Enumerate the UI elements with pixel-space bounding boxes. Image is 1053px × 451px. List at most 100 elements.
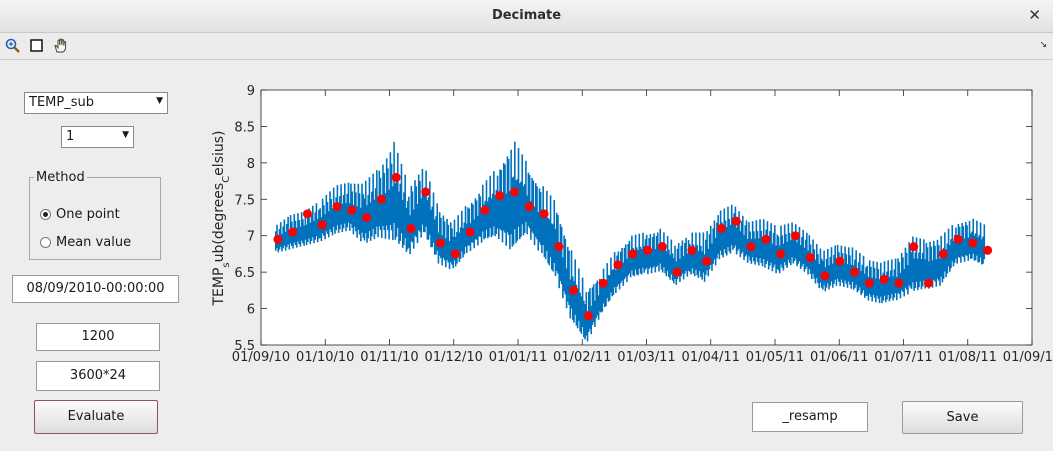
- decimated-point: [450, 249, 460, 259]
- chevron-down-icon: ▼: [156, 96, 163, 106]
- x-tick-label: 01/10/10: [296, 350, 354, 365]
- x-tick-label: 01/04/11: [682, 350, 740, 365]
- decimated-point: [746, 242, 756, 252]
- x-tick-label: 01/09/11: [1003, 350, 1053, 365]
- decimated-point: [776, 249, 786, 259]
- decimated-point: [465, 227, 475, 237]
- decimated-point: [938, 249, 948, 259]
- y-axis-label: TEMPsub(degreesCelsius): [211, 130, 232, 306]
- decimated-point: [672, 267, 682, 277]
- decimated-point: [702, 256, 712, 266]
- decimated-point: [968, 238, 978, 248]
- decimated-point: [436, 238, 446, 248]
- zoom-in-icon[interactable]: [4, 37, 22, 55]
- save-button[interactable]: Save: [902, 401, 1023, 434]
- pan-hand-icon[interactable]: [52, 37, 70, 55]
- y-tick-label: 6.5: [234, 266, 255, 281]
- x-tick-label: 01/08/11: [939, 350, 997, 365]
- y-axis-label-sub2: C: [221, 176, 232, 183]
- decimated-point: [894, 278, 904, 288]
- radio-one-point-label: One point: [56, 207, 120, 222]
- decimated-point: [524, 202, 534, 212]
- decimated-point: [643, 245, 653, 255]
- x-tick-label: 01/03/11: [617, 350, 675, 365]
- evaluate-button[interactable]: Evaluate: [34, 400, 158, 434]
- chevron-down-icon: ▼: [122, 130, 129, 140]
- decimated-point: [953, 234, 963, 244]
- decimated-point: [613, 260, 623, 270]
- y-tick-label: 5.5: [234, 339, 255, 354]
- decimated-point: [347, 205, 357, 215]
- index-select-value: 1: [66, 129, 75, 144]
- decimated-point: [790, 231, 800, 241]
- toolbar: ↘: [0, 33, 1053, 60]
- close-icon[interactable]: ✕: [1028, 6, 1041, 24]
- decimated-point: [406, 223, 416, 233]
- start-date-field[interactable]: 08/09/2010-00:00:00: [12, 275, 179, 303]
- x-tick-label: 01/11/10: [360, 350, 418, 365]
- decimated-point: [909, 242, 919, 252]
- decimated-point: [983, 245, 993, 255]
- x-tick-label: 01/07/11: [874, 350, 932, 365]
- x-tick-label: 01/09/10: [232, 350, 290, 365]
- decimated-point: [391, 172, 401, 182]
- radio-one-point[interactable]: One point: [40, 207, 120, 222]
- radio-mean-value[interactable]: Mean value: [40, 235, 131, 250]
- y-tick-label: 8.5: [234, 120, 255, 135]
- decimated-point: [583, 311, 593, 321]
- decimated-point: [376, 194, 386, 204]
- y-tick-label: 7.5: [234, 193, 255, 208]
- y-tick-label: 7: [247, 230, 255, 245]
- y-tick-label: 6: [247, 303, 255, 318]
- decimated-point: [317, 220, 327, 230]
- radio-unselected-icon: [40, 237, 51, 248]
- decimated-point: [657, 242, 667, 252]
- decimated-point: [687, 245, 697, 255]
- y-axis-label-main: TEMP: [211, 268, 227, 307]
- suffix-field[interactable]: _resamp: [752, 402, 868, 432]
- method-group: Method One point Mean value: [29, 170, 161, 260]
- decimated-point: [569, 285, 579, 295]
- decimated-point: [731, 216, 741, 226]
- decimated-point: [554, 242, 564, 252]
- decimated-point: [332, 202, 342, 212]
- index-select[interactable]: 1 ▼: [61, 126, 134, 148]
- decimated-point: [835, 256, 845, 266]
- decimated-point: [820, 271, 830, 281]
- y-axis-label-sub1: s: [221, 262, 232, 267]
- variable-select[interactable]: TEMP_sub ▼: [24, 92, 168, 114]
- y-axis-label-end: elsius): [211, 130, 227, 175]
- decimated-point: [288, 227, 298, 237]
- decimated-point: [362, 213, 372, 222]
- radio-selected-icon: [40, 209, 51, 220]
- x-tick-label: 01/01/11: [489, 350, 547, 365]
- decimated-point: [598, 278, 608, 288]
- x-tick-label: 01/06/11: [810, 350, 868, 365]
- decimated-point: [539, 209, 549, 219]
- radio-mean-value-label: Mean value: [56, 235, 132, 250]
- decimated-point: [495, 191, 505, 201]
- variable-select-value: TEMP_sub: [29, 95, 94, 110]
- y-tick-label: 8: [247, 157, 255, 172]
- y-axis-label-mid: ub(degrees: [211, 183, 227, 263]
- step-field[interactable]: 3600*24: [36, 361, 160, 391]
- decimated-point: [628, 249, 638, 259]
- decimated-point: [864, 278, 874, 288]
- decimated-point: [923, 278, 933, 288]
- decimated-point: [850, 267, 860, 277]
- decimated-point: [302, 209, 312, 219]
- square-select-icon[interactable]: [28, 37, 46, 55]
- window-title: Decimate: [491, 8, 562, 23]
- x-tick-label: 01/02/11: [553, 350, 611, 365]
- decimated-point: [761, 234, 771, 244]
- title-bar: Decimate ✕: [0, 0, 1053, 33]
- toolbar-overflow-icon[interactable]: ↘: [1039, 40, 1047, 50]
- window-field[interactable]: 1200: [36, 323, 160, 351]
- decimated-point: [421, 187, 431, 197]
- x-tick-label: 01/12/10: [425, 350, 483, 365]
- decimated-point: [480, 205, 490, 215]
- x-tick-label: 01/05/11: [746, 350, 804, 365]
- plot-area: [260, 89, 1033, 346]
- y-tick-label: 9: [247, 84, 255, 99]
- decimated-point: [273, 234, 283, 244]
